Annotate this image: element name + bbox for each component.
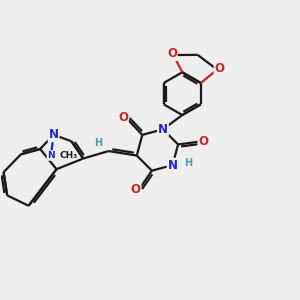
Text: H: H (94, 138, 102, 148)
Text: O: O (198, 135, 208, 148)
Text: CH₃: CH₃ (59, 151, 78, 160)
Text: O: O (130, 184, 140, 196)
Text: O: O (118, 111, 128, 124)
Text: O: O (214, 61, 224, 75)
Text: H: H (184, 158, 192, 168)
Text: N: N (158, 123, 168, 136)
Text: N: N (168, 159, 178, 172)
Text: N: N (47, 151, 55, 160)
Text: O: O (167, 47, 177, 60)
Text: N: N (49, 128, 58, 141)
